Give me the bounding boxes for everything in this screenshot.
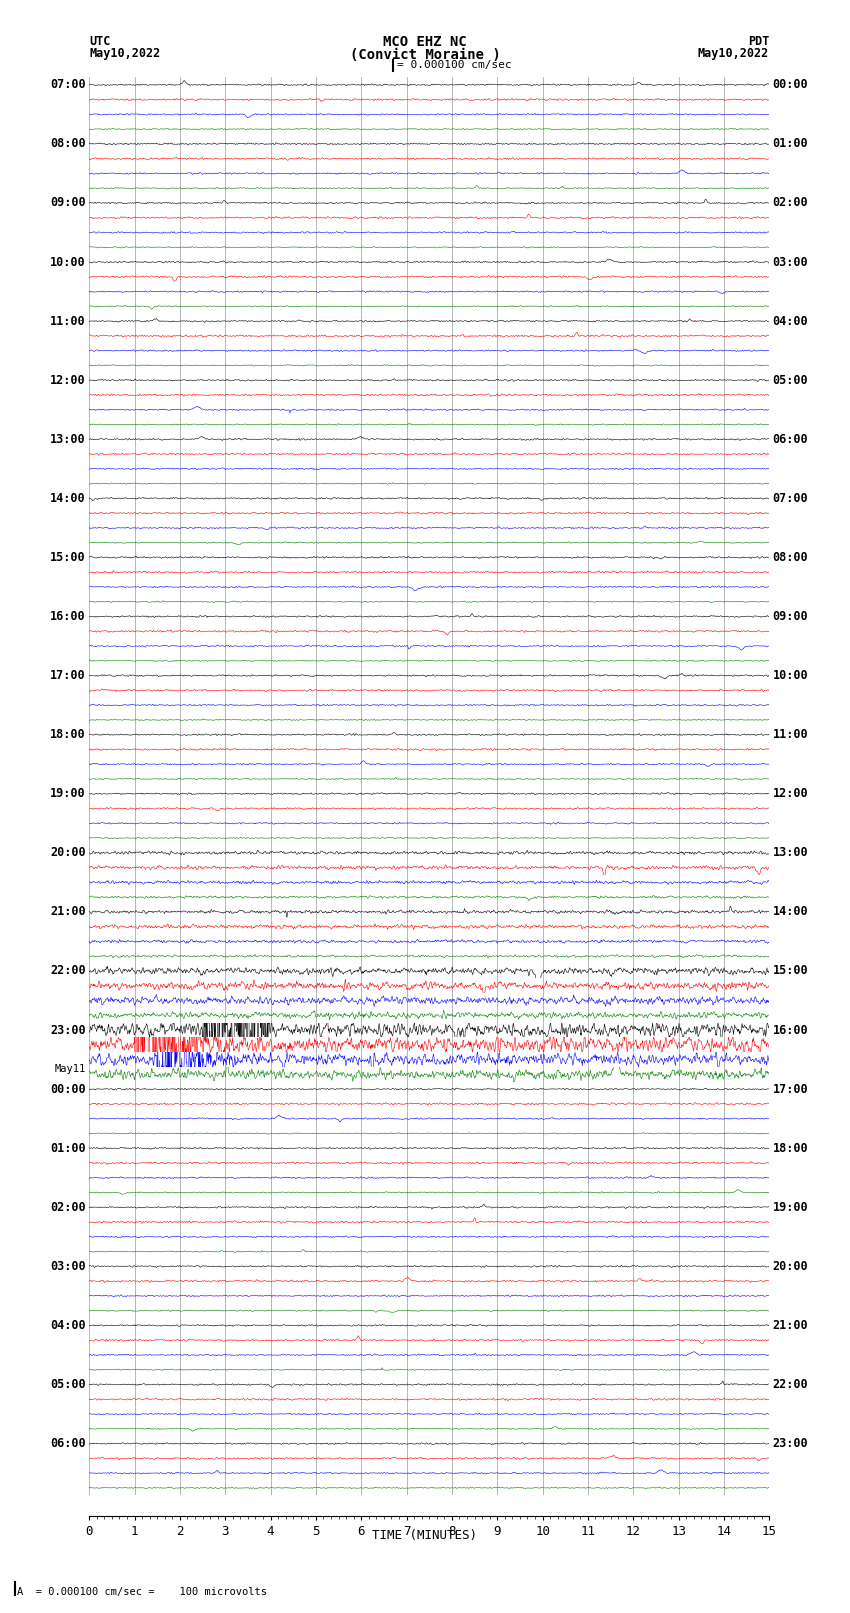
Text: May10,2022: May10,2022: [698, 47, 769, 60]
Text: 11:00: 11:00: [50, 315, 86, 327]
Text: 08:00: 08:00: [773, 552, 808, 565]
Text: 13:00: 13:00: [773, 847, 808, 860]
Text: 07:00: 07:00: [50, 79, 86, 92]
Text: 06:00: 06:00: [773, 432, 808, 445]
Text: 11:00: 11:00: [773, 727, 808, 740]
Text: 08:00: 08:00: [50, 137, 86, 150]
Text: 19:00: 19:00: [773, 1200, 808, 1213]
Text: 17:00: 17:00: [50, 669, 86, 682]
Text: 19:00: 19:00: [50, 787, 86, 800]
Text: 03:00: 03:00: [50, 1260, 86, 1273]
Text: 12:00: 12:00: [773, 787, 808, 800]
Text: MCO EHZ NC: MCO EHZ NC: [383, 35, 467, 50]
Text: 00:00: 00:00: [50, 1082, 86, 1095]
Text: 22:00: 22:00: [773, 1378, 808, 1390]
Text: 15:00: 15:00: [773, 965, 808, 977]
Text: = 0.000100 cm/sec: = 0.000100 cm/sec: [397, 60, 512, 71]
Text: TIME (MINUTES): TIME (MINUTES): [372, 1529, 478, 1542]
Text: PDT: PDT: [748, 35, 769, 48]
Text: 14:00: 14:00: [50, 492, 86, 505]
Text: 01:00: 01:00: [50, 1142, 86, 1155]
Text: 01:00: 01:00: [773, 137, 808, 150]
Text: 13:00: 13:00: [50, 432, 86, 445]
Text: 02:00: 02:00: [50, 1200, 86, 1213]
Text: 22:00: 22:00: [50, 965, 86, 977]
Text: 04:00: 04:00: [50, 1319, 86, 1332]
Text: 16:00: 16:00: [773, 1024, 808, 1037]
Text: UTC: UTC: [89, 35, 110, 48]
Text: 21:00: 21:00: [50, 905, 86, 918]
Text: 05:00: 05:00: [773, 374, 808, 387]
Text: 14:00: 14:00: [773, 905, 808, 918]
Text: 23:00: 23:00: [773, 1437, 808, 1450]
Text: 07:00: 07:00: [773, 492, 808, 505]
Text: 03:00: 03:00: [773, 255, 808, 268]
Text: 12:00: 12:00: [50, 374, 86, 387]
Text: 06:00: 06:00: [50, 1437, 86, 1450]
Text: 02:00: 02:00: [773, 197, 808, 210]
Text: 23:00: 23:00: [50, 1024, 86, 1037]
Text: 10:00: 10:00: [50, 255, 86, 268]
Text: 18:00: 18:00: [50, 727, 86, 740]
Text: 15:00: 15:00: [50, 552, 86, 565]
Text: May11: May11: [54, 1065, 86, 1074]
Text: 20:00: 20:00: [773, 1260, 808, 1273]
Text: 21:00: 21:00: [773, 1319, 808, 1332]
Text: 04:00: 04:00: [773, 315, 808, 327]
Text: 16:00: 16:00: [50, 610, 86, 623]
Text: 00:00: 00:00: [773, 79, 808, 92]
Text: (Convict Moraine ): (Convict Moraine ): [349, 48, 501, 63]
Text: 18:00: 18:00: [773, 1142, 808, 1155]
Text: 10:00: 10:00: [773, 669, 808, 682]
Text: 05:00: 05:00: [50, 1378, 86, 1390]
Text: 09:00: 09:00: [773, 610, 808, 623]
Text: 20:00: 20:00: [50, 847, 86, 860]
Text: 17:00: 17:00: [773, 1082, 808, 1095]
Text: A  = 0.000100 cm/sec =    100 microvolts: A = 0.000100 cm/sec = 100 microvolts: [17, 1587, 267, 1597]
Text: 09:00: 09:00: [50, 197, 86, 210]
Text: May10,2022: May10,2022: [89, 47, 161, 60]
